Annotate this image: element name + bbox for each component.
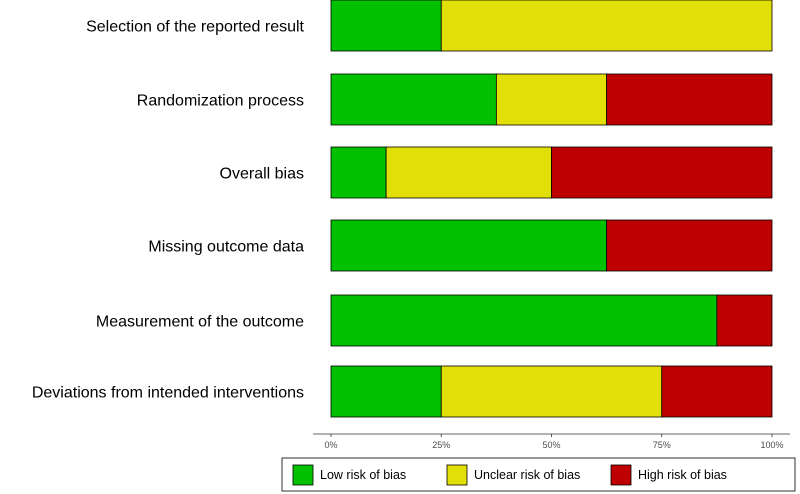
bar-overall-bias-unclear-risk-of-bias	[385, 146, 552, 199]
category-label-overall-bias: Overall bias	[220, 166, 304, 183]
x-tick-label: 0%	[324, 440, 337, 450]
x-tick-label: 100%	[760, 440, 783, 450]
bar-selection-of-the-reported-result-unclear-risk-of-bias	[440, 0, 773, 52]
x-axis: 0% 25% 50% 75% 100%	[313, 433, 790, 450]
bar-measurement-of-the-outcome-high-risk-of-bias	[716, 294, 773, 347]
legend-label-unclear-risk-of-bias: Unclear risk of bias	[474, 468, 580, 482]
bar-missing-outcome-data-low-risk-of-bias	[330, 219, 608, 272]
bars-group	[330, 0, 773, 418]
category-label-deviations-from-intended-interventions: Deviations from intended interventions	[32, 385, 304, 402]
legend-box	[281, 457, 796, 492]
bar-missing-outcome-data-high-risk-of-bias	[606, 219, 773, 272]
bar-randomization-process-high-risk-of-bias	[606, 73, 773, 126]
bar-randomization-process-unclear-risk-of-bias	[495, 73, 608, 126]
category-labels: Selection of the reported result Randomiz…	[32, 19, 305, 402]
bar-deviations-from-intended-interventions-low-risk-of-bias	[330, 365, 442, 418]
bar-measurement-of-the-outcome-low-risk-of-bias	[330, 294, 718, 347]
bar-deviations-from-intended-interventions-unclear-risk-of-bias	[440, 365, 663, 418]
legend-swatch-unclear-risk-of-bias	[446, 464, 468, 486]
bar-overall-bias-high-risk-of-bias	[551, 146, 773, 199]
category-label-measurement-of-the-outcome: Measurement of the outcome	[96, 314, 304, 331]
legend-label-high-risk-of-bias: High risk of bias	[638, 468, 727, 482]
x-tick-label: 75%	[653, 440, 671, 450]
bar-selection-of-the-reported-result-low-risk-of-bias	[330, 0, 442, 52]
bar-randomization-process-low-risk-of-bias	[330, 73, 497, 126]
x-tick-label: 25%	[432, 440, 450, 450]
legend: Low risk of bias Unclear risk of bias High…	[281, 457, 796, 492]
bar-deviations-from-intended-interventions-high-risk-of-bias	[661, 365, 773, 418]
category-label-missing-outcome-data: Missing outcome data	[148, 239, 304, 256]
category-label-randomization-process: Randomization process	[137, 93, 304, 110]
bar-overall-bias-low-risk-of-bias	[330, 146, 387, 199]
legend-swatch-high-risk-of-bias	[610, 464, 632, 486]
legend-swatch-low-risk-of-bias	[292, 464, 314, 486]
legend-label-low-risk-of-bias: Low risk of bias	[320, 468, 406, 482]
category-label-selection-of-the-reported-result: Selection of the reported result	[86, 19, 304, 36]
x-tick-label: 50%	[542, 440, 560, 450]
